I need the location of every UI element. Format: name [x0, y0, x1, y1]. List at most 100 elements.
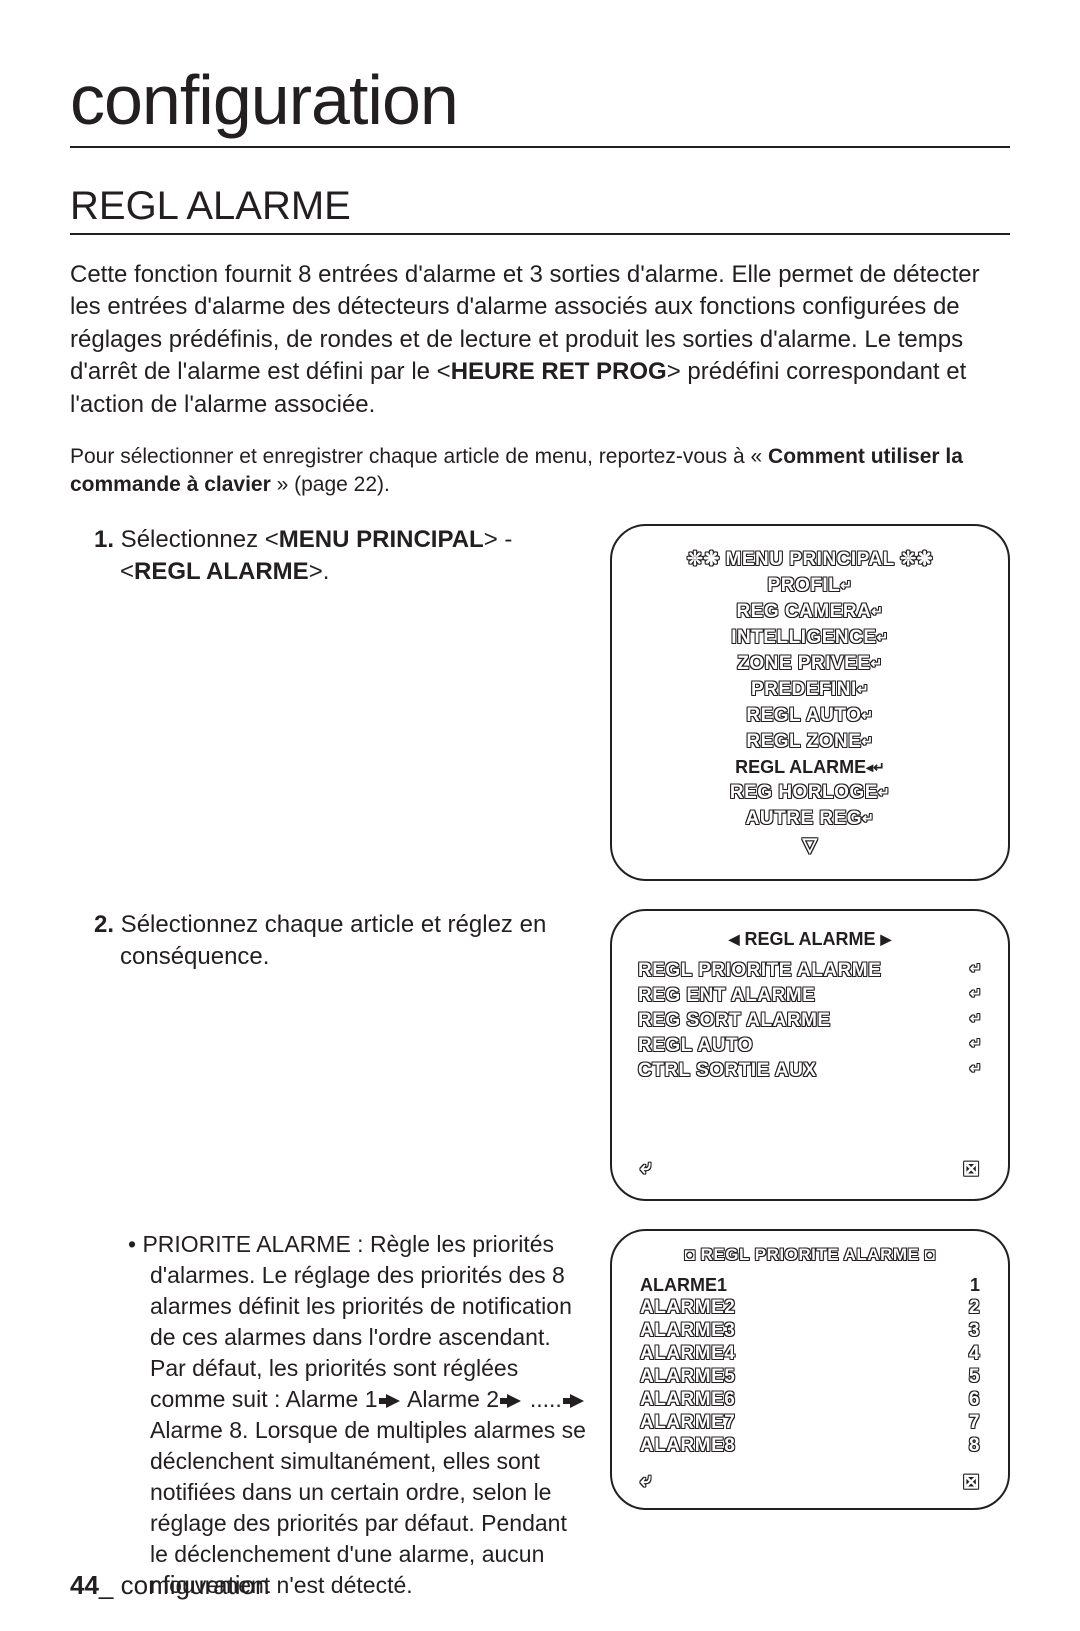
priority-label: ALARME3 [640, 1320, 735, 1342]
menu-principal-box: ❊❋ MENU PRINCIPAL ❊❋ PROFIL↵ REG CAMERA↵ IN… [610, 524, 1010, 881]
menu-item: REGL ZONE↵ [634, 731, 986, 753]
bullet-part-3: ..... [523, 1386, 568, 1412]
menu-title: ❊❋ MENU PRINCIPAL ❊❋ [634, 548, 986, 571]
menu-item: REGL AUTO↵ [634, 705, 986, 727]
arrow-icon [570, 1394, 584, 1408]
priority-row: ALARME8 8 [640, 1435, 980, 1457]
menu-item: REG CAMERA↵ [634, 601, 986, 623]
page-footer: 44_ configuration [70, 1570, 270, 1601]
menu-item: REG HORLOGE↵ [634, 782, 986, 804]
priority-row: ALARME3 3 [640, 1320, 980, 1342]
priority-value: 2 [969, 1297, 980, 1319]
priority-value: 7 [969, 1412, 980, 1434]
arrow-icon [507, 1394, 521, 1408]
submenu-item-label: REG SORT ALARME [638, 1010, 831, 1032]
intro-paragraph: Cette fonction fournit 8 entrées d'alarm… [70, 259, 1010, 421]
enter-icon: ↵ [857, 681, 869, 698]
menu-item: AUTRE REG↵ [634, 808, 986, 830]
menu-item: PREDEFINI↵ [634, 679, 986, 701]
priority-row: ALARME5 5 [640, 1366, 980, 1388]
submenu-item-label: REGL AUTO [638, 1035, 753, 1057]
submenu-item: CTRL SORTIE AUX ↵ [638, 1060, 982, 1082]
step-2-number: 2. [94, 911, 114, 938]
enter-icon: ↵ [970, 960, 982, 982]
priority-footer: ⤶⊠ [634, 1465, 986, 1494]
submenu-item: REGL AUTO ↵ [638, 1035, 982, 1057]
step-1-row: 1. Sélectionnez <MENU PRINCIPAL> - <REGL… [70, 524, 1010, 881]
enter-icon: ↵ [840, 577, 852, 594]
enter-icon: ↵ [862, 810, 874, 827]
priority-row: ALARME2 2 [640, 1297, 980, 1319]
enter-icon: ↵ [878, 784, 890, 801]
priority-value: 6 [969, 1389, 980, 1411]
priority-value: 4 [969, 1343, 980, 1365]
priority-value: 3 [969, 1320, 980, 1342]
enter-icon: ↵ [970, 1060, 982, 1082]
menu-item-selected: REGL ALARME◂↵ [634, 757, 986, 778]
bullet-part-2: Alarme 2 [402, 1386, 506, 1412]
back-icon: ⤶ [640, 1469, 652, 1494]
regl-priorite-alarme-box: ◘ REGL PRIORITE ALARME ◘ ALARME1 1 ALARME2 2… [610, 1229, 1010, 1510]
enter-icon: ↵ [970, 985, 982, 1007]
enter-icon: ↵ [861, 733, 873, 750]
close-icon: ⊠ [963, 1156, 980, 1181]
note-text-1: Pour sélectionner et enregistrer chaque … [70, 445, 768, 468]
step-1-text: 1. Sélectionnez <MENU PRINCIPAL> - <REGL… [70, 524, 610, 589]
menu-item: INTELLIGENCE↵ [634, 627, 986, 649]
footer-section: configuration [121, 1570, 270, 1600]
priority-label: ALARME7 [640, 1412, 735, 1434]
enter-icon: ↵ [871, 655, 883, 672]
menu-item: ZONE PRIVEE↵ [634, 653, 986, 675]
submenu-item-label: REGL PRIORITE ALARME [638, 960, 881, 982]
bullet-priorite-alarme: • PRIORITE ALARME : Règle les priorités … [70, 1229, 610, 1602]
submenu-title: ◀ REGL ALARME ▶ [634, 929, 986, 950]
priority-value: 1 [970, 1275, 980, 1296]
priority-row: ALARME7 7 [640, 1412, 980, 1434]
enter-icon: ↵ [877, 629, 889, 646]
step-2-text: 2. Sélectionnez chaque article et réglez… [70, 909, 610, 974]
priority-label: ALARME5 [640, 1366, 735, 1388]
note-paragraph: Pour sélectionner et enregistrer chaque … [70, 443, 1010, 500]
page-number: 44 [70, 1570, 99, 1600]
enter-icon: ↵ [970, 1010, 982, 1032]
step-1-a: Sélectionnez < [114, 526, 279, 553]
enter-icon: ↵ [871, 603, 883, 620]
section-heading: REGL ALARME [70, 184, 1010, 235]
arrow-icon [386, 1394, 400, 1408]
page-title: configuration [70, 60, 1010, 148]
submenu-list: REGL PRIORITE ALARME↵REG ENT ALARME↵REG … [634, 960, 986, 1082]
priority-row: ALARME4 4 [640, 1343, 980, 1365]
step-1-b: MENU PRINCIPAL [279, 526, 484, 553]
down-arrow-icon: ▽ [634, 834, 986, 857]
priority-label: ALARME8 [640, 1435, 735, 1457]
intro-bold-1: HEURE RET PROG [451, 358, 667, 385]
regl-alarme-box: ◀ REGL ALARME ▶REGL PRIORITE ALARME↵REG … [610, 909, 1010, 1201]
step-1-d: REGL ALARME [134, 558, 309, 585]
bullet-row: • PRIORITE ALARME : Règle les priorités … [70, 1229, 1010, 1602]
step-1-e: >. [309, 558, 330, 585]
priority-title: ◘ REGL PRIORITE ALARME ◘ [634, 1245, 986, 1265]
priority-row: ALARME6 6 [640, 1389, 980, 1411]
priority-list: ALARME1 1 ALARME2 2 ALARME3 3 ALARME4 4 ALARME5 5… [634, 1275, 986, 1457]
priority-label: ALARME2 [640, 1297, 735, 1319]
priority-label: ALARME1 [640, 1275, 727, 1296]
enter-icon: ◂↵ [866, 759, 885, 776]
priority-value: 5 [969, 1366, 980, 1388]
enter-icon: ↵ [861, 707, 873, 724]
page: configuration REGL ALARME Cette fonction… [0, 0, 1080, 1631]
submenu-item: REG ENT ALARME ↵ [638, 985, 982, 1007]
priority-label: ALARME4 [640, 1343, 735, 1365]
submenu-item-label: CTRL SORTIE AUX [638, 1060, 817, 1082]
menu-item: PROFIL↵ [634, 575, 986, 597]
priority-value: 8 [969, 1435, 980, 1457]
submenu-footer: ⤶⊠ [634, 1152, 986, 1181]
note-text-2: » (page 22). [271, 473, 390, 496]
enter-icon: ↵ [970, 1035, 982, 1057]
step-2-row: 2. Sélectionnez chaque article et réglez… [70, 909, 1010, 1201]
submenu-item-label: REG ENT ALARME [638, 985, 815, 1007]
priority-label: ALARME6 [640, 1389, 735, 1411]
close-icon: ⊠ [963, 1469, 980, 1494]
step-1-number: 1. [94, 526, 114, 553]
submenu-item: REGL PRIORITE ALARME ↵ [638, 960, 982, 982]
step-2-body: Sélectionnez chaque article et réglez en… [114, 911, 546, 970]
